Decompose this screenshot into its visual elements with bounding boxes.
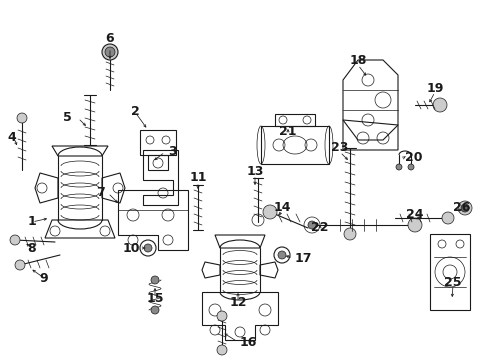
Text: 5: 5: [63, 112, 72, 125]
Text: 11: 11: [189, 171, 206, 184]
Circle shape: [395, 164, 401, 170]
Circle shape: [143, 244, 152, 252]
Text: 12: 12: [229, 296, 246, 309]
Circle shape: [217, 345, 226, 355]
Text: 14: 14: [273, 202, 290, 215]
Circle shape: [151, 306, 159, 314]
Circle shape: [407, 164, 413, 170]
Text: 18: 18: [348, 54, 366, 67]
Text: 15: 15: [146, 292, 163, 305]
Text: 26: 26: [452, 202, 470, 215]
Text: 4: 4: [8, 131, 16, 144]
Circle shape: [457, 201, 471, 215]
Circle shape: [217, 311, 226, 321]
Text: 19: 19: [426, 81, 443, 94]
Text: 7: 7: [96, 186, 105, 199]
Text: 16: 16: [240, 336, 257, 348]
Circle shape: [307, 221, 315, 229]
Circle shape: [407, 218, 421, 232]
Circle shape: [151, 276, 159, 284]
Circle shape: [17, 113, 27, 123]
Text: 20: 20: [404, 152, 422, 165]
Text: 2: 2: [130, 105, 139, 118]
Text: 8: 8: [28, 242, 36, 255]
Circle shape: [278, 251, 285, 259]
Text: 10: 10: [122, 242, 140, 255]
Circle shape: [10, 235, 20, 245]
Text: 17: 17: [294, 252, 312, 265]
Text: 9: 9: [40, 271, 48, 284]
Text: 13: 13: [246, 166, 263, 179]
Circle shape: [343, 228, 355, 240]
Text: 3: 3: [168, 145, 176, 158]
Text: 25: 25: [443, 275, 461, 288]
Circle shape: [263, 205, 276, 219]
Circle shape: [15, 260, 25, 270]
Text: 22: 22: [311, 221, 328, 234]
Text: 1: 1: [27, 216, 36, 229]
Circle shape: [102, 44, 118, 60]
Circle shape: [441, 212, 453, 224]
Circle shape: [105, 47, 115, 57]
Text: 24: 24: [406, 208, 423, 221]
Circle shape: [432, 98, 446, 112]
Text: 23: 23: [331, 141, 348, 154]
Text: 21: 21: [279, 126, 296, 139]
Circle shape: [460, 204, 468, 212]
Text: 6: 6: [105, 31, 114, 45]
